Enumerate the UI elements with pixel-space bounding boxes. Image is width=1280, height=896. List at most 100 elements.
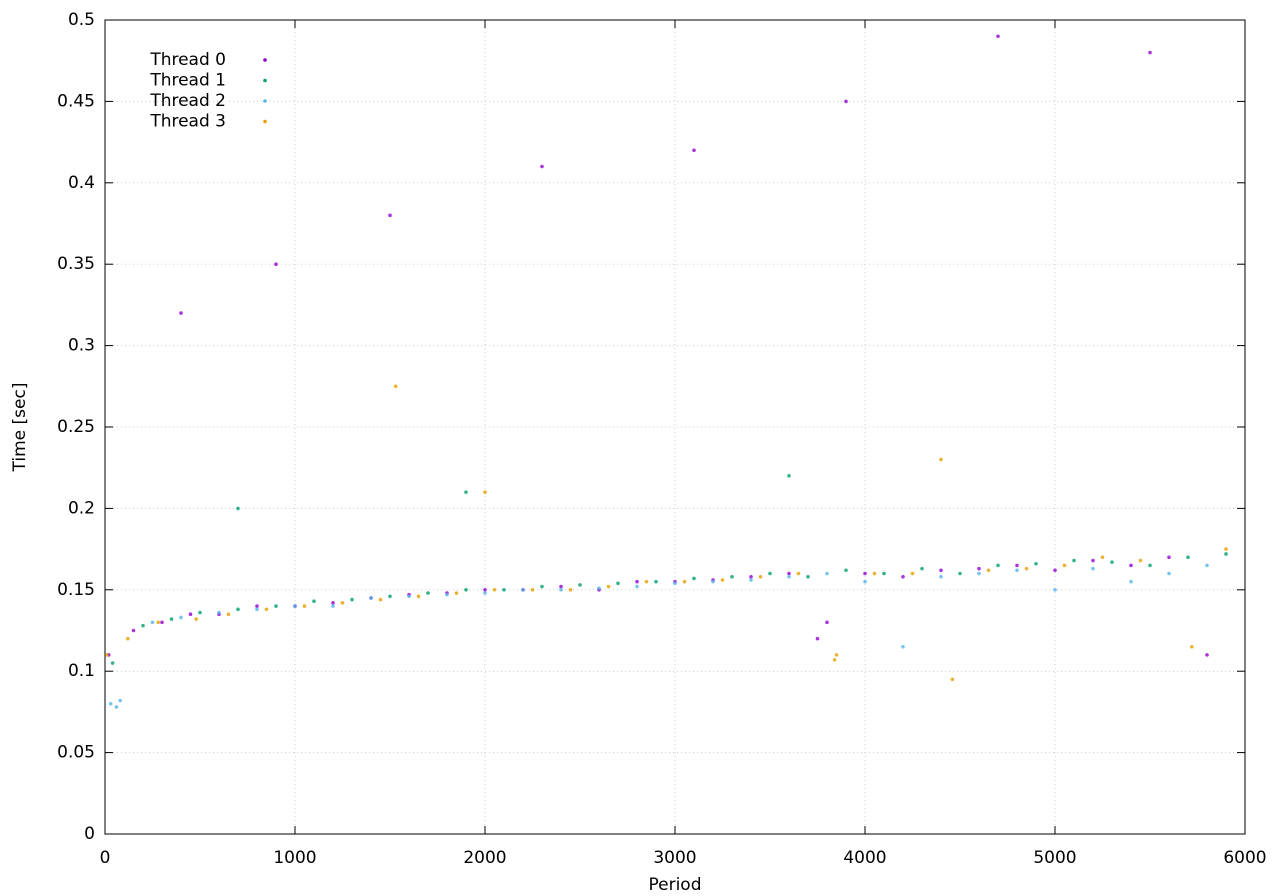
- point: [644, 579, 649, 584]
- point: [787, 474, 791, 478]
- point: [388, 594, 392, 599]
- y-axis-label: Time [sec]: [10, 383, 30, 473]
- point: [939, 574, 943, 579]
- point: [1148, 563, 1152, 568]
- point: [882, 571, 886, 576]
- point: [1224, 552, 1228, 556]
- point: [445, 592, 449, 597]
- point: [369, 596, 373, 600]
- point: [834, 653, 839, 657]
- point: [1186, 555, 1190, 560]
- legend-marker: [263, 119, 267, 124]
- point: [416, 594, 421, 599]
- point: [1167, 571, 1171, 576]
- point: [825, 620, 829, 625]
- point: [530, 588, 535, 592]
- point: [464, 490, 468, 494]
- point: [863, 571, 867, 576]
- y-tick-label: 0.45: [57, 91, 95, 111]
- point: [156, 620, 160, 625]
- point: [758, 574, 763, 579]
- x-axis-label: Period: [648, 875, 701, 895]
- point: [939, 568, 943, 573]
- point: [1224, 547, 1228, 551]
- legend-label: Thread 2: [149, 91, 226, 111]
- point: [105, 653, 109, 657]
- point: [483, 490, 487, 494]
- point: [1024, 566, 1029, 571]
- y-tick-label: 0.5: [68, 10, 95, 30]
- point: [331, 601, 335, 605]
- point: [454, 591, 459, 595]
- point: [578, 583, 582, 587]
- y-tick-label: 0.05: [57, 743, 95, 763]
- point: [483, 591, 487, 595]
- point: [388, 213, 392, 218]
- point: [255, 607, 259, 612]
- point: [108, 701, 113, 706]
- point: [110, 661, 115, 665]
- point: [236, 607, 240, 612]
- point: [996, 34, 1000, 39]
- point: [302, 604, 307, 608]
- point: [654, 579, 658, 584]
- point: [198, 610, 202, 615]
- point: [872, 571, 877, 576]
- y-tick-label: 0.4: [68, 173, 95, 193]
- point: [540, 584, 544, 589]
- point: [682, 579, 687, 584]
- point: [492, 588, 497, 592]
- point: [118, 698, 122, 703]
- point: [1053, 568, 1057, 573]
- point: [1062, 563, 1067, 568]
- point: [293, 604, 297, 608]
- y-tick-label: 0: [84, 824, 95, 844]
- point: [114, 705, 119, 709]
- y-tick-label: 0.1: [68, 661, 95, 681]
- point: [568, 588, 573, 592]
- x-tick-label: 5000: [1033, 848, 1076, 868]
- point: [226, 612, 231, 617]
- point: [950, 677, 955, 682]
- point: [126, 636, 130, 641]
- point: [806, 574, 810, 579]
- point: [1129, 579, 1133, 584]
- point: [264, 607, 269, 612]
- x-tick-label: 6000: [1223, 848, 1266, 868]
- point: [901, 574, 905, 579]
- point: [977, 566, 981, 571]
- point: [1205, 563, 1209, 568]
- point: [977, 571, 981, 576]
- point: [169, 617, 174, 621]
- x-tick-label: 4000: [843, 848, 886, 868]
- point: [749, 578, 753, 582]
- point: [597, 586, 601, 590]
- legend-label: Thread 1: [149, 71, 226, 91]
- y-tick-label: 0.15: [57, 580, 95, 600]
- point: [749, 574, 753, 579]
- point: [179, 615, 183, 620]
- point: [616, 581, 620, 586]
- point: [787, 571, 791, 576]
- point: [559, 584, 563, 589]
- point: [1072, 558, 1076, 563]
- point: [464, 588, 468, 592]
- point: [844, 99, 848, 104]
- point: [863, 579, 867, 584]
- point: [393, 384, 398, 389]
- point: [1015, 568, 1019, 573]
- point: [1138, 558, 1143, 563]
- point: [1129, 563, 1133, 568]
- point: [720, 578, 725, 582]
- y-tick-label: 0.2: [68, 498, 95, 518]
- point: [1091, 558, 1095, 563]
- point: [1100, 555, 1105, 560]
- point: [711, 579, 715, 584]
- point: [1205, 653, 1209, 657]
- point: [188, 612, 193, 617]
- point: [331, 604, 335, 608]
- point: [540, 164, 544, 169]
- point: [1015, 563, 1019, 568]
- legend-marker: [263, 99, 267, 103]
- point: [996, 563, 1000, 568]
